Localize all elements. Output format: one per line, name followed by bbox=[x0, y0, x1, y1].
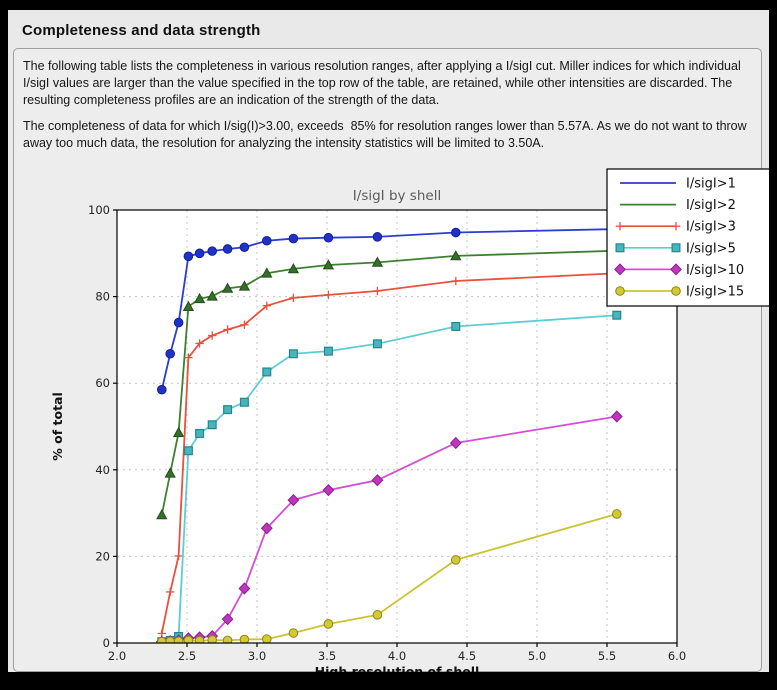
svg-text:40: 40 bbox=[95, 463, 110, 477]
svg-text:60: 60 bbox=[95, 376, 110, 390]
series-i-sigi-2 bbox=[156, 244, 623, 520]
svg-text:20: 20 bbox=[95, 549, 110, 563]
y-axis-label: % of total bbox=[50, 392, 65, 461]
svg-text:I/sigI>5: I/sigI>5 bbox=[686, 241, 736, 256]
y-axis: 0 20 40 60 80 100 % of total bbox=[50, 203, 117, 650]
series-i-sigi-3 bbox=[157, 269, 621, 638]
svg-text:I/sigI>2: I/sigI>2 bbox=[686, 198, 736, 213]
chart-legend: I/sigI>1 I/sigI>2 I/sigI>3 I/sigI>5 I/sigI>1… bbox=[606, 168, 769, 307]
svg-text:I/sigI>10: I/sigI>10 bbox=[686, 263, 744, 278]
x-axis: 2.0 2.5 3.0 3.5 4.0 4.5 5.0 5.5 6.0 High resoluti… bbox=[108, 643, 686, 672]
svg-text:4.5: 4.5 bbox=[458, 649, 476, 663]
svg-text:3.5: 3.5 bbox=[318, 649, 336, 663]
svg-text:80: 80 bbox=[95, 290, 110, 304]
x-axis-label: High resolution of shell bbox=[315, 664, 480, 672]
legend-item-1: I/sigI>1 bbox=[620, 177, 736, 192]
svg-text:0: 0 bbox=[103, 636, 110, 650]
legend-item-3: I/sigI>3 bbox=[615, 220, 736, 235]
legend-item-6: I/sigI>15 bbox=[615, 285, 744, 300]
svg-text:5.5: 5.5 bbox=[598, 649, 616, 663]
svg-text:2.0: 2.0 bbox=[108, 649, 126, 663]
svg-text:5.0: 5.0 bbox=[528, 649, 546, 663]
intro-paragraph: The following table lists the completene… bbox=[23, 59, 745, 107]
series-group bbox=[155, 224, 623, 644]
resolution-paragraph: The completeness of data for which I/sig… bbox=[23, 119, 751, 150]
svg-text:4.0: 4.0 bbox=[388, 649, 406, 663]
report-page: Completeness and data strength The follo… bbox=[8, 10, 769, 672]
legend-item-4: I/sigI>5 bbox=[615, 241, 736, 256]
svg-text:2.5: 2.5 bbox=[178, 649, 196, 663]
series-i-sigi-5 bbox=[157, 310, 622, 644]
svg-text:I/sigI>3: I/sigI>3 bbox=[686, 220, 736, 235]
completeness-chart: 2.0 2.5 3.0 3.5 4.0 4.5 5.0 5.5 6.0 High resoluti… bbox=[50, 168, 769, 672]
chart-title: I/sigI by shell bbox=[353, 188, 441, 204]
svg-text:6.0: 6.0 bbox=[668, 649, 686, 663]
svg-text:I/sigI>1: I/sigI>1 bbox=[686, 177, 736, 192]
series-i-sigi-15 bbox=[157, 509, 622, 644]
series-i-sigi-1 bbox=[157, 224, 622, 395]
page-title: Completeness and data strength bbox=[22, 22, 261, 39]
svg-text:I/sigI>15: I/sigI>15 bbox=[686, 285, 744, 300]
legend-item-2: I/sigI>2 bbox=[620, 198, 736, 213]
legend-item-5: I/sigI>10 bbox=[614, 263, 744, 278]
svg-text:3.0: 3.0 bbox=[248, 649, 266, 663]
svg-text:100: 100 bbox=[88, 203, 110, 217]
